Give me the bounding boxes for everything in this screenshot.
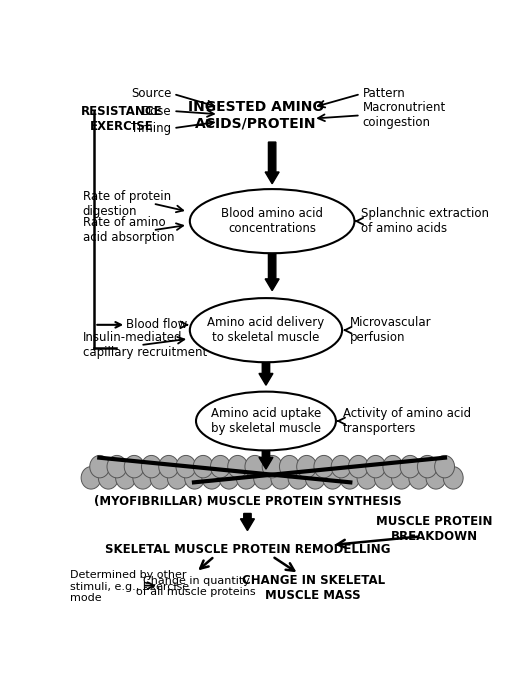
Text: Pattern: Pattern [363, 87, 406, 101]
Ellipse shape [141, 455, 161, 478]
Text: Change in quantity
of all muscle proteins: Change in quantity of all muscle protein… [136, 576, 256, 598]
Ellipse shape [400, 455, 420, 478]
Text: INGESTED AMINO
ACIDS/PROTEIN: INGESTED AMINO ACIDS/PROTEIN [187, 100, 324, 130]
Ellipse shape [176, 455, 196, 478]
Ellipse shape [196, 391, 336, 450]
Ellipse shape [391, 466, 412, 489]
Ellipse shape [167, 466, 187, 489]
Polygon shape [265, 142, 279, 184]
Ellipse shape [124, 455, 144, 478]
Text: Amino acid uptake
by skeletal muscle: Amino acid uptake by skeletal muscle [211, 407, 321, 435]
Ellipse shape [245, 455, 265, 478]
Ellipse shape [254, 466, 273, 489]
Ellipse shape [366, 455, 386, 478]
Ellipse shape [443, 466, 463, 489]
Text: CHANGE IN SKELETAL
MUSCLE MASS: CHANGE IN SKELETAL MUSCLE MASS [242, 574, 385, 602]
Ellipse shape [435, 455, 455, 478]
Ellipse shape [331, 455, 351, 478]
Ellipse shape [81, 466, 101, 489]
Ellipse shape [262, 455, 282, 478]
Polygon shape [259, 363, 273, 385]
Text: Activity of amino acid
transporters: Activity of amino acid transporters [343, 407, 471, 435]
Text: Blood flow: Blood flow [126, 319, 187, 331]
Ellipse shape [116, 466, 135, 489]
Ellipse shape [133, 466, 153, 489]
Polygon shape [265, 253, 279, 291]
Ellipse shape [219, 466, 239, 489]
Ellipse shape [357, 466, 377, 489]
Text: Microvascular
perfusion: Microvascular perfusion [350, 316, 432, 344]
Ellipse shape [305, 466, 325, 489]
Ellipse shape [228, 455, 247, 478]
Text: Timing: Timing [131, 121, 172, 135]
Polygon shape [259, 451, 273, 469]
Ellipse shape [210, 455, 230, 478]
Ellipse shape [340, 466, 359, 489]
Ellipse shape [348, 455, 369, 478]
Text: (MYOFIBRILLAR) MUSCLE PROTEIN SYNTHESIS: (MYOFIBRILLAR) MUSCLE PROTEIN SYNTHESIS [93, 495, 401, 508]
Ellipse shape [417, 455, 438, 478]
Ellipse shape [185, 466, 204, 489]
Ellipse shape [190, 298, 342, 362]
Ellipse shape [107, 455, 127, 478]
Ellipse shape [190, 189, 355, 253]
Ellipse shape [374, 466, 394, 489]
Text: Source: Source [131, 87, 172, 101]
Ellipse shape [279, 455, 299, 478]
Text: Determined by other
stimuli, e.g., Exercise
mode: Determined by other stimuli, e.g., Exerc… [71, 570, 190, 603]
Ellipse shape [288, 466, 308, 489]
Text: Dose: Dose [142, 105, 172, 117]
Ellipse shape [202, 466, 222, 489]
Text: Macronutrient
coingestion: Macronutrient coingestion [363, 101, 446, 129]
Text: Splanchnic extraction
of amino acids: Splanchnic extraction of amino acids [361, 207, 489, 235]
Ellipse shape [150, 466, 170, 489]
Text: Blood amino acid
concentrations: Blood amino acid concentrations [221, 207, 323, 235]
Polygon shape [241, 514, 254, 530]
Text: Insulin-mediated
capillary recruitment: Insulin-mediated capillary recruitment [83, 331, 207, 359]
Ellipse shape [426, 466, 446, 489]
Ellipse shape [159, 455, 178, 478]
Ellipse shape [98, 466, 118, 489]
Text: Rate of amino
acid absorption: Rate of amino acid absorption [83, 217, 174, 244]
Ellipse shape [297, 455, 316, 478]
Ellipse shape [409, 466, 429, 489]
Text: Amino acid delivery
to skeletal muscle: Amino acid delivery to skeletal muscle [207, 316, 324, 344]
Ellipse shape [314, 455, 334, 478]
Text: RESISTANCE
EXERCISE: RESISTANCE EXERCISE [81, 105, 162, 133]
Ellipse shape [271, 466, 290, 489]
Ellipse shape [383, 455, 403, 478]
Text: SKELETAL MUSCLE PROTEIN REMODELLING: SKELETAL MUSCLE PROTEIN REMODELLING [105, 543, 390, 556]
Ellipse shape [90, 455, 109, 478]
Ellipse shape [322, 466, 342, 489]
Ellipse shape [236, 466, 256, 489]
Text: MUSCLE PROTEIN
BREAKDOWN: MUSCLE PROTEIN BREAKDOWN [376, 516, 493, 543]
Text: Rate of protein
digestion: Rate of protein digestion [83, 189, 171, 217]
Ellipse shape [193, 455, 213, 478]
